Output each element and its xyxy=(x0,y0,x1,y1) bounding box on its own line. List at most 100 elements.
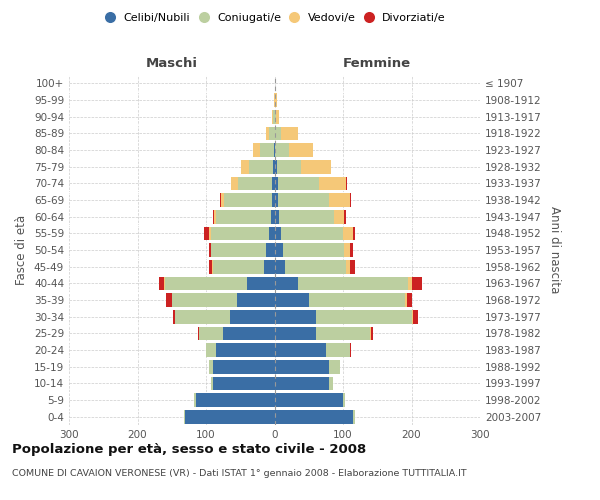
Bar xyxy=(209,360,213,374)
Bar xyxy=(343,226,353,240)
Bar xyxy=(223,326,275,340)
Bar xyxy=(316,326,370,340)
Bar xyxy=(272,176,275,190)
Bar xyxy=(412,310,413,324)
Bar xyxy=(204,226,209,240)
Bar xyxy=(224,193,272,207)
Bar xyxy=(165,276,247,290)
Bar xyxy=(213,260,264,274)
Bar xyxy=(275,410,353,424)
Bar xyxy=(275,143,289,157)
Bar xyxy=(275,210,279,224)
Bar xyxy=(241,160,249,173)
Bar xyxy=(212,260,213,274)
Bar xyxy=(350,193,351,207)
Bar xyxy=(213,210,214,224)
Bar xyxy=(344,210,346,224)
Bar xyxy=(275,126,281,140)
Bar xyxy=(275,176,278,190)
Bar xyxy=(272,193,275,207)
Bar xyxy=(230,176,232,190)
Bar xyxy=(213,360,275,374)
Bar xyxy=(253,143,260,157)
Bar xyxy=(209,226,211,240)
Bar xyxy=(279,210,334,224)
Bar xyxy=(275,260,285,274)
Bar xyxy=(275,376,329,390)
Bar xyxy=(278,176,319,190)
Bar xyxy=(350,243,353,257)
Legend: Celibi/Nubili, Coniugati/e, Vedovi/e, Divorziati/e: Celibi/Nubili, Coniugati/e, Vedovi/e, Di… xyxy=(101,8,451,28)
Bar xyxy=(269,226,275,240)
Bar xyxy=(346,176,347,190)
Bar xyxy=(404,293,407,307)
Bar xyxy=(329,376,333,390)
Bar xyxy=(271,210,275,224)
Bar xyxy=(281,126,298,140)
Bar xyxy=(275,93,277,107)
Bar xyxy=(326,343,350,357)
Bar xyxy=(184,410,185,424)
Bar xyxy=(275,226,281,240)
Bar xyxy=(275,110,276,124)
Bar xyxy=(275,243,283,257)
Bar xyxy=(230,310,275,324)
Bar xyxy=(370,326,371,340)
Bar xyxy=(316,310,412,324)
Y-axis label: Fasce di età: Fasce di età xyxy=(16,215,28,285)
Bar xyxy=(273,110,275,124)
Text: COMUNE DI CAVAION VERONESE (VR) - Dati ISTAT 1° gennaio 2008 - Elaborazione TUTT: COMUNE DI CAVAION VERONESE (VR) - Dati I… xyxy=(12,469,467,478)
Bar xyxy=(214,210,216,224)
Bar xyxy=(260,143,274,157)
Bar xyxy=(272,110,273,124)
Bar xyxy=(221,193,224,207)
Bar xyxy=(196,393,275,407)
Bar xyxy=(329,360,340,374)
Bar xyxy=(275,310,316,324)
Bar xyxy=(264,260,275,274)
Bar xyxy=(275,360,329,374)
Bar xyxy=(249,160,273,173)
Bar xyxy=(275,193,278,207)
Bar xyxy=(266,243,275,257)
Bar xyxy=(275,343,326,357)
Bar xyxy=(159,276,164,290)
Bar xyxy=(173,310,175,324)
Bar xyxy=(166,293,172,307)
Bar xyxy=(175,310,230,324)
Bar xyxy=(216,210,271,224)
Bar xyxy=(275,160,277,173)
Bar xyxy=(211,243,266,257)
Bar xyxy=(283,243,344,257)
Bar xyxy=(371,326,373,340)
Text: Femmine: Femmine xyxy=(343,57,412,70)
Bar xyxy=(216,343,275,357)
Bar xyxy=(407,293,412,307)
Bar xyxy=(344,243,350,257)
Bar xyxy=(274,143,275,157)
Bar xyxy=(298,276,408,290)
Bar xyxy=(237,293,275,307)
Bar xyxy=(266,126,269,140)
Bar xyxy=(276,110,279,124)
Bar xyxy=(274,93,275,107)
Bar xyxy=(206,343,216,357)
Bar xyxy=(194,393,196,407)
Bar xyxy=(211,226,269,240)
Bar xyxy=(350,260,355,274)
Bar xyxy=(211,376,213,390)
Bar xyxy=(213,376,275,390)
Y-axis label: Anni di nascita: Anni di nascita xyxy=(548,206,561,294)
Text: Popolazione per età, sesso e stato civile - 2008: Popolazione per età, sesso e stato civil… xyxy=(12,442,366,456)
Bar xyxy=(334,210,344,224)
Bar xyxy=(281,226,343,240)
Bar xyxy=(412,276,422,290)
Bar xyxy=(289,143,313,157)
Bar xyxy=(353,226,355,240)
Bar xyxy=(285,260,346,274)
Bar xyxy=(185,410,275,424)
Bar xyxy=(278,193,329,207)
Bar xyxy=(277,160,301,173)
Bar xyxy=(238,176,272,190)
Bar xyxy=(343,393,345,407)
